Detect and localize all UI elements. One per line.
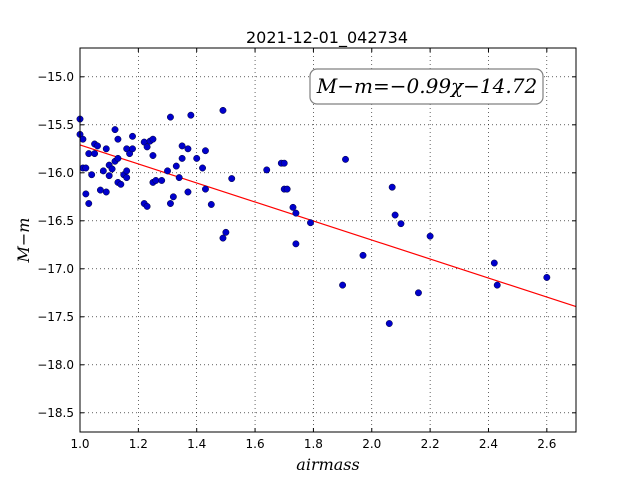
data-point (280, 159, 288, 167)
data-point (85, 150, 93, 158)
y-tick-label: −18.0 (37, 358, 74, 372)
y-tick-label: −15.5 (37, 118, 74, 132)
x-axis-label: airmass (296, 455, 359, 474)
data-point (187, 111, 195, 119)
data-point (149, 152, 157, 159)
x-tick-label: 1.6 (246, 437, 265, 451)
data-point (164, 167, 171, 175)
x-tick-labels: 1.0 1.2 1.4 1.6 1.8 2.0 2.2 2.4 2.6 (70, 437, 556, 451)
data-point (289, 203, 297, 211)
data-point (263, 166, 271, 174)
fit-line-layer (79, 144, 577, 308)
data-point (105, 172, 113, 180)
x-tick-label: 1.8 (304, 437, 323, 451)
data-point (102, 145, 110, 153)
y-tick-labels: −15.0 −15.5 −16.0 −16.5 −17.0 −17.5 −18.0 −18.5 (37, 70, 74, 420)
data-point (85, 200, 93, 207)
x-tick-label: 2.4 (479, 437, 498, 451)
data-point (397, 220, 405, 228)
data-point (388, 183, 396, 191)
x-tick-label: 1.4 (187, 437, 206, 451)
data-point (158, 177, 166, 184)
data-points (76, 106, 551, 327)
fit-line (79, 144, 577, 308)
data-point (143, 202, 151, 210)
data-point (96, 186, 104, 194)
data-point (169, 193, 177, 201)
data-point (543, 273, 551, 281)
x-tick-label: 2.0 (362, 437, 381, 451)
data-point (222, 228, 230, 236)
data-point (339, 281, 347, 289)
data-point (172, 162, 180, 170)
data-point (82, 190, 90, 198)
data-point (123, 167, 131, 175)
data-point (391, 211, 399, 219)
data-point (193, 154, 201, 162)
y-tick-label: −18.5 (37, 406, 74, 420)
data-point (129, 132, 136, 140)
data-point (94, 142, 101, 150)
data-point (202, 147, 209, 155)
data-point (207, 201, 215, 208)
fit-equation: M−m=−0.99χ−14.72 (316, 74, 537, 98)
plot-frame (79, 47, 577, 433)
fit-equation-box: M−m=−0.99χ−14.72 (309, 68, 544, 105)
data-point (129, 145, 136, 153)
data-point (114, 135, 122, 143)
y-tick-label: −17.5 (37, 310, 74, 324)
data-point (91, 150, 99, 158)
data-point (79, 135, 87, 143)
data-point (307, 219, 314, 227)
data-point (490, 259, 498, 267)
axis-ticks (79, 48, 576, 432)
data-point (102, 188, 110, 196)
y-tick-label: −16.0 (37, 166, 74, 180)
y-tick-label: −17.0 (37, 262, 74, 276)
x-tick-label: 2.6 (537, 437, 556, 451)
data-point (184, 188, 192, 196)
data-point (152, 177, 160, 184)
x-tick-label: 1.0 (70, 437, 89, 451)
data-point (143, 143, 151, 151)
grid (80, 48, 576, 432)
data-point (228, 175, 236, 183)
data-point (149, 135, 157, 143)
y-tick-label: −15.0 (37, 70, 74, 84)
data-point (99, 167, 107, 175)
data-point (88, 171, 96, 179)
chart-title: 2021-12-01_042734 (246, 28, 408, 48)
data-point (123, 174, 131, 182)
y-tick-label: −16.5 (37, 214, 74, 228)
data-point (202, 185, 209, 193)
data-point (117, 180, 125, 188)
data-point (178, 154, 186, 162)
data-point (184, 145, 192, 153)
data-point (493, 281, 501, 289)
y-axis-label: M−m (14, 218, 33, 264)
data-point (219, 234, 227, 242)
data-point (292, 209, 300, 217)
data-point (166, 113, 174, 121)
data-point (414, 289, 422, 297)
data-point (108, 165, 116, 173)
data-point (175, 174, 183, 182)
data-point (199, 164, 206, 172)
x-tick-label: 2.2 (421, 437, 440, 451)
data-point (219, 106, 227, 114)
data-point (114, 154, 122, 162)
data-point (342, 155, 349, 163)
data-point (292, 240, 300, 248)
data-point (166, 200, 174, 207)
x-tick-label: 1.2 (129, 437, 148, 451)
data-point (178, 142, 186, 150)
data-point (111, 126, 119, 134)
data-point (359, 251, 367, 259)
fit-equation-frame (309, 68, 544, 105)
data-point (426, 232, 434, 240)
data-point (82, 164, 90, 172)
data-point (283, 185, 291, 193)
data-point (385, 320, 393, 327)
